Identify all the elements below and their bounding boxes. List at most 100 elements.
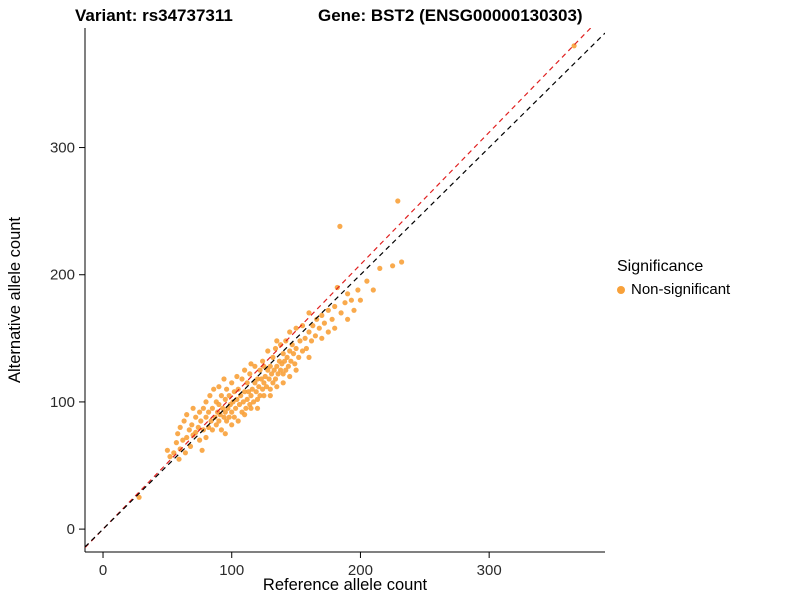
data-point xyxy=(248,393,254,399)
data-point xyxy=(226,393,232,399)
data-point xyxy=(297,338,303,344)
data-point xyxy=(251,399,257,405)
data-point xyxy=(399,259,405,265)
data-point xyxy=(260,358,266,364)
data-point xyxy=(345,316,351,322)
data-point xyxy=(293,345,299,352)
data-point xyxy=(306,310,312,316)
data-point xyxy=(288,358,294,364)
data-point xyxy=(231,414,237,420)
data-point xyxy=(308,338,315,344)
data-point xyxy=(325,329,331,335)
data-point xyxy=(256,384,262,390)
data-point xyxy=(329,316,335,322)
data-point xyxy=(258,376,264,382)
x-tick-label: 0 xyxy=(99,562,107,579)
data-point xyxy=(260,386,266,392)
data-point xyxy=(221,376,227,382)
data-point xyxy=(287,329,293,335)
data-point xyxy=(209,405,215,411)
data-point xyxy=(195,424,201,430)
data-point xyxy=(248,361,254,367)
data-point xyxy=(337,223,343,229)
data-point xyxy=(306,354,312,360)
data-point xyxy=(221,414,227,420)
data-point xyxy=(243,405,249,411)
y-tick-label: 100 xyxy=(50,394,75,411)
data-point xyxy=(203,399,209,405)
data-point xyxy=(312,333,318,339)
data-point xyxy=(302,335,308,341)
data-point xyxy=(229,380,235,386)
data-point xyxy=(290,351,297,357)
data-point xyxy=(231,389,237,395)
data-point xyxy=(244,380,250,386)
legend-dot xyxy=(617,285,625,294)
data-point xyxy=(249,386,255,392)
x-tick-label: 100 xyxy=(219,562,244,579)
data-point xyxy=(319,335,325,341)
data-point xyxy=(229,422,235,428)
data-point xyxy=(244,396,250,402)
data-point xyxy=(181,418,187,424)
data-point xyxy=(310,323,316,329)
data-point xyxy=(226,414,232,420)
data-point xyxy=(209,427,215,433)
data-point xyxy=(357,297,363,303)
data-point xyxy=(278,367,284,373)
data-point xyxy=(222,396,228,402)
data-point xyxy=(184,412,190,418)
data-point xyxy=(193,429,199,435)
legend-item: Non-significant xyxy=(617,281,797,298)
x-axis-title: Reference allele count xyxy=(263,576,428,594)
scatter-plot: 0 100 200 300 0 100 200 300 Reference allele co… xyxy=(6,28,605,594)
data-point xyxy=(167,454,173,460)
data-point xyxy=(199,447,205,453)
data-point xyxy=(332,303,338,310)
data-point xyxy=(325,307,331,313)
y-tick-label: 200 xyxy=(50,267,75,284)
data-point xyxy=(272,345,279,352)
data-point xyxy=(266,376,272,382)
data-point xyxy=(252,363,258,369)
y-tick-label: 300 xyxy=(50,140,75,157)
data-point xyxy=(197,437,203,443)
data-point xyxy=(342,300,348,306)
data-point xyxy=(345,291,351,297)
x-tick-label: 200 xyxy=(348,562,373,579)
data-point xyxy=(235,418,241,424)
data-point xyxy=(306,329,312,335)
data-point xyxy=(253,389,259,395)
data-point xyxy=(296,354,302,360)
data-point xyxy=(281,358,288,364)
identity-line xyxy=(85,32,605,548)
data-point xyxy=(189,422,195,428)
data-point xyxy=(184,434,190,441)
data-point xyxy=(229,409,235,415)
data-point xyxy=(220,405,226,411)
data-point xyxy=(299,348,306,354)
fit-line xyxy=(85,28,592,549)
data-point xyxy=(176,456,182,462)
data-point xyxy=(242,367,248,373)
legend-label: Non-significant xyxy=(631,281,731,298)
data-point xyxy=(173,440,179,446)
data-point xyxy=(267,386,273,392)
data-point xyxy=(274,338,280,344)
data-point xyxy=(234,373,240,380)
data-point xyxy=(216,384,222,390)
data-point xyxy=(187,443,194,449)
data-point xyxy=(265,348,271,354)
data-point xyxy=(233,405,239,411)
data-point xyxy=(316,325,322,331)
data-point xyxy=(262,373,268,380)
data-point xyxy=(254,405,261,411)
data-point xyxy=(284,354,290,360)
data-point xyxy=(364,278,370,284)
data-point xyxy=(200,405,206,411)
data-point xyxy=(224,386,230,392)
data-point xyxy=(293,367,299,373)
data-point xyxy=(203,414,209,420)
data-point xyxy=(274,363,280,369)
data-point xyxy=(274,384,280,390)
